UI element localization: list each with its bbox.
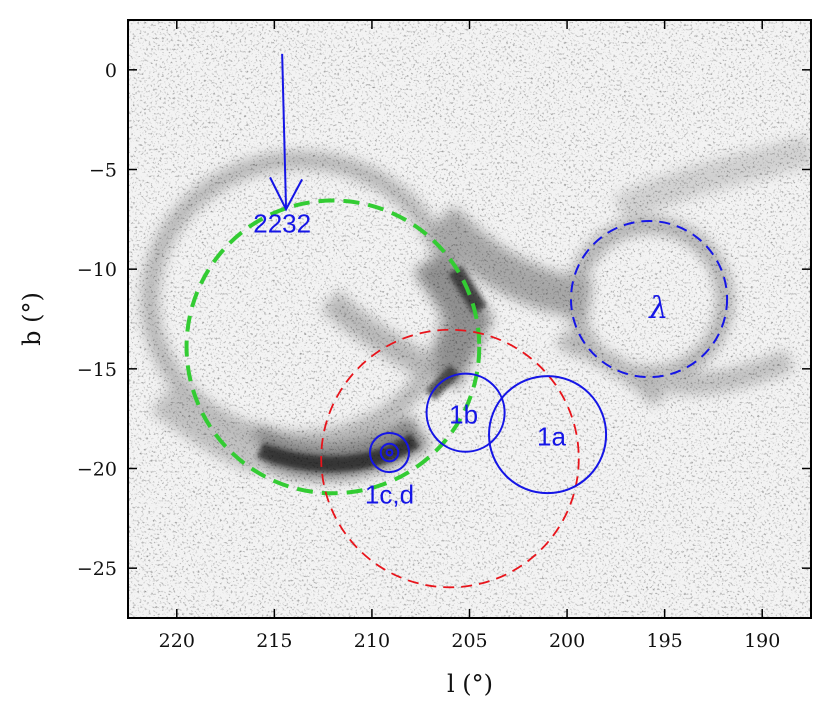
x-tick-label: 205 — [451, 630, 487, 652]
label-1cd: 1c,d — [365, 479, 414, 509]
x-tick-label: 190 — [744, 630, 780, 652]
arrow-2232-shaft — [281, 53, 288, 210]
y-tick-label: −5 — [89, 160, 117, 182]
region-1cd-inner — [379, 442, 400, 463]
red-dashed-shell — [320, 328, 580, 589]
annotations: 1a 1b 1c,d λ 2232 — [184, 53, 729, 589]
y-axis-label: b (°) — [18, 292, 46, 346]
y-axis: 0 −5 −10 −15 −20 −25 — [77, 60, 811, 580]
label-2232: 2232 — [253, 208, 311, 238]
region-1a — [488, 375, 608, 495]
region-1cd-outer — [368, 432, 411, 474]
region-1b — [425, 372, 506, 453]
y-tick-label: −20 — [77, 459, 117, 481]
x-axis: 220 215 210 205 200 195 190 — [159, 20, 780, 652]
x-axis-label: l (°) — [447, 670, 493, 698]
y-tick-label: −15 — [77, 359, 117, 381]
label-1b: 1b — [449, 400, 478, 430]
x-tick-label: 220 — [159, 630, 195, 652]
plot-area: 1a 1b 1c,d λ 2232 — [128, 20, 811, 618]
x-tick-label: 215 — [256, 630, 292, 652]
region-1cd-core — [385, 448, 394, 457]
x-tick-label: 200 — [549, 630, 585, 652]
x-tick-label: 210 — [354, 630, 390, 652]
intensity-map — [128, 20, 811, 618]
label-lambda: λ — [648, 291, 668, 326]
arrow-2232-head — [269, 176, 303, 212]
y-tick-label: −25 — [77, 558, 117, 580]
label-1a: 1a — [537, 422, 566, 452]
lambda-shell — [569, 220, 729, 379]
y-tick-label: −10 — [77, 259, 117, 281]
y-tick-label: 0 — [105, 60, 117, 82]
green-dashed-shell — [184, 198, 482, 496]
x-tick-label: 195 — [647, 630, 683, 652]
